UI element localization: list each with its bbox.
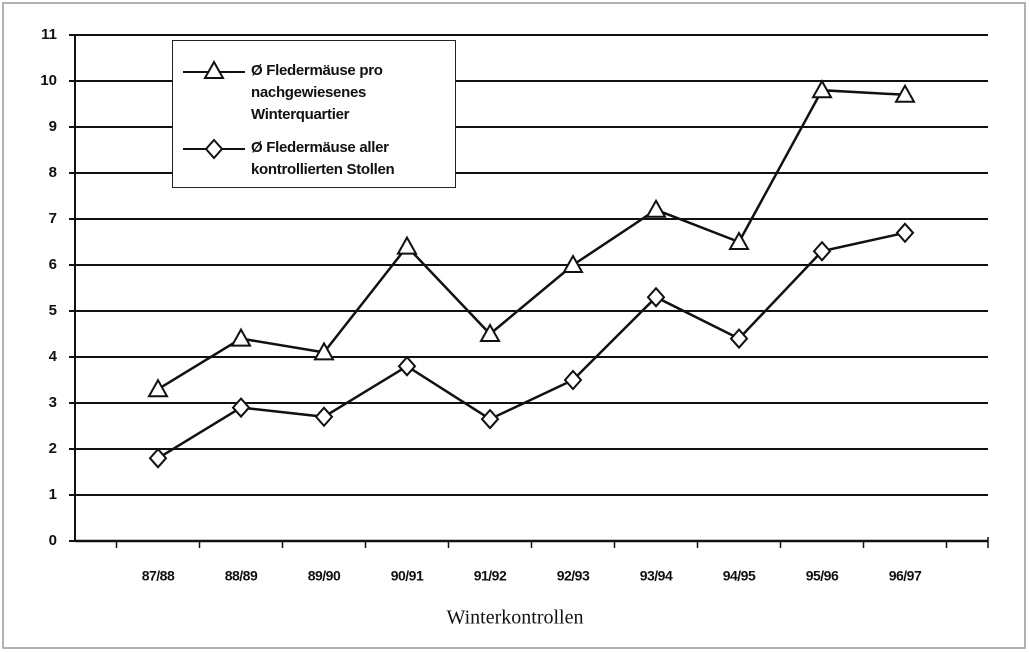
- x-tick-label: 93/94: [640, 568, 673, 584]
- marker: [729, 328, 749, 350]
- legend-symbols: [183, 59, 245, 160]
- marker: [147, 378, 169, 398]
- x-tick-label: 95/96: [806, 568, 839, 584]
- y-tick-label: 3: [49, 394, 57, 411]
- legend: Ø Fledermäuse pro nachgewiesenes Winterq…: [172, 40, 456, 188]
- legend-label: Ø Fledermäuse aller kontrollierten Stoll…: [251, 139, 395, 178]
- y-tick-label: 11: [41, 26, 57, 43]
- y-tick-label: 9: [49, 118, 57, 135]
- marker: [811, 79, 833, 99]
- marker: [645, 198, 667, 218]
- x-tick-label: 91/92: [474, 568, 507, 584]
- x-axis-title: Winterkontrollen: [447, 607, 584, 629]
- y-tick-label: 8: [49, 164, 57, 181]
- marker: [812, 240, 832, 262]
- marker: [314, 406, 334, 428]
- y-tick-label: 1: [49, 486, 57, 503]
- marker: [646, 286, 666, 308]
- x-tick-label: 94/95: [723, 568, 756, 584]
- x-tick-label: 87/88: [142, 568, 175, 584]
- x-tick-label: 92/93: [557, 568, 590, 584]
- x-tick-label: 96/97: [889, 568, 922, 584]
- y-tick-label: 10: [40, 72, 57, 89]
- y-tick-label: 2: [49, 440, 57, 457]
- marker: [230, 327, 252, 347]
- x-tick-label: 89/90: [308, 568, 341, 584]
- marker: [563, 369, 583, 391]
- marker: [396, 235, 418, 255]
- series-line: [157, 88, 906, 391]
- x-tick-label: 90/91: [391, 568, 424, 584]
- marker: [479, 322, 501, 342]
- marker: [480, 408, 500, 430]
- marker: [562, 253, 584, 273]
- y-tick-label: 0: [49, 532, 57, 549]
- series-line: [157, 231, 906, 460]
- marker: [397, 355, 417, 377]
- marker: [895, 222, 915, 244]
- marker: [148, 447, 168, 469]
- marker: [894, 83, 916, 103]
- legend-label: Ø Fledermäuse pro nachgewiesenes Winterq…: [251, 62, 383, 123]
- x-tick-label: 88/89: [225, 568, 258, 584]
- marker: [313, 341, 335, 361]
- y-tick-label: 6: [49, 256, 57, 273]
- marker: [728, 230, 750, 250]
- y-tick-label: 5: [49, 302, 57, 319]
- y-tick-label: 7: [49, 210, 57, 227]
- marker: [231, 397, 251, 419]
- y-tick-label: 4: [49, 348, 58, 365]
